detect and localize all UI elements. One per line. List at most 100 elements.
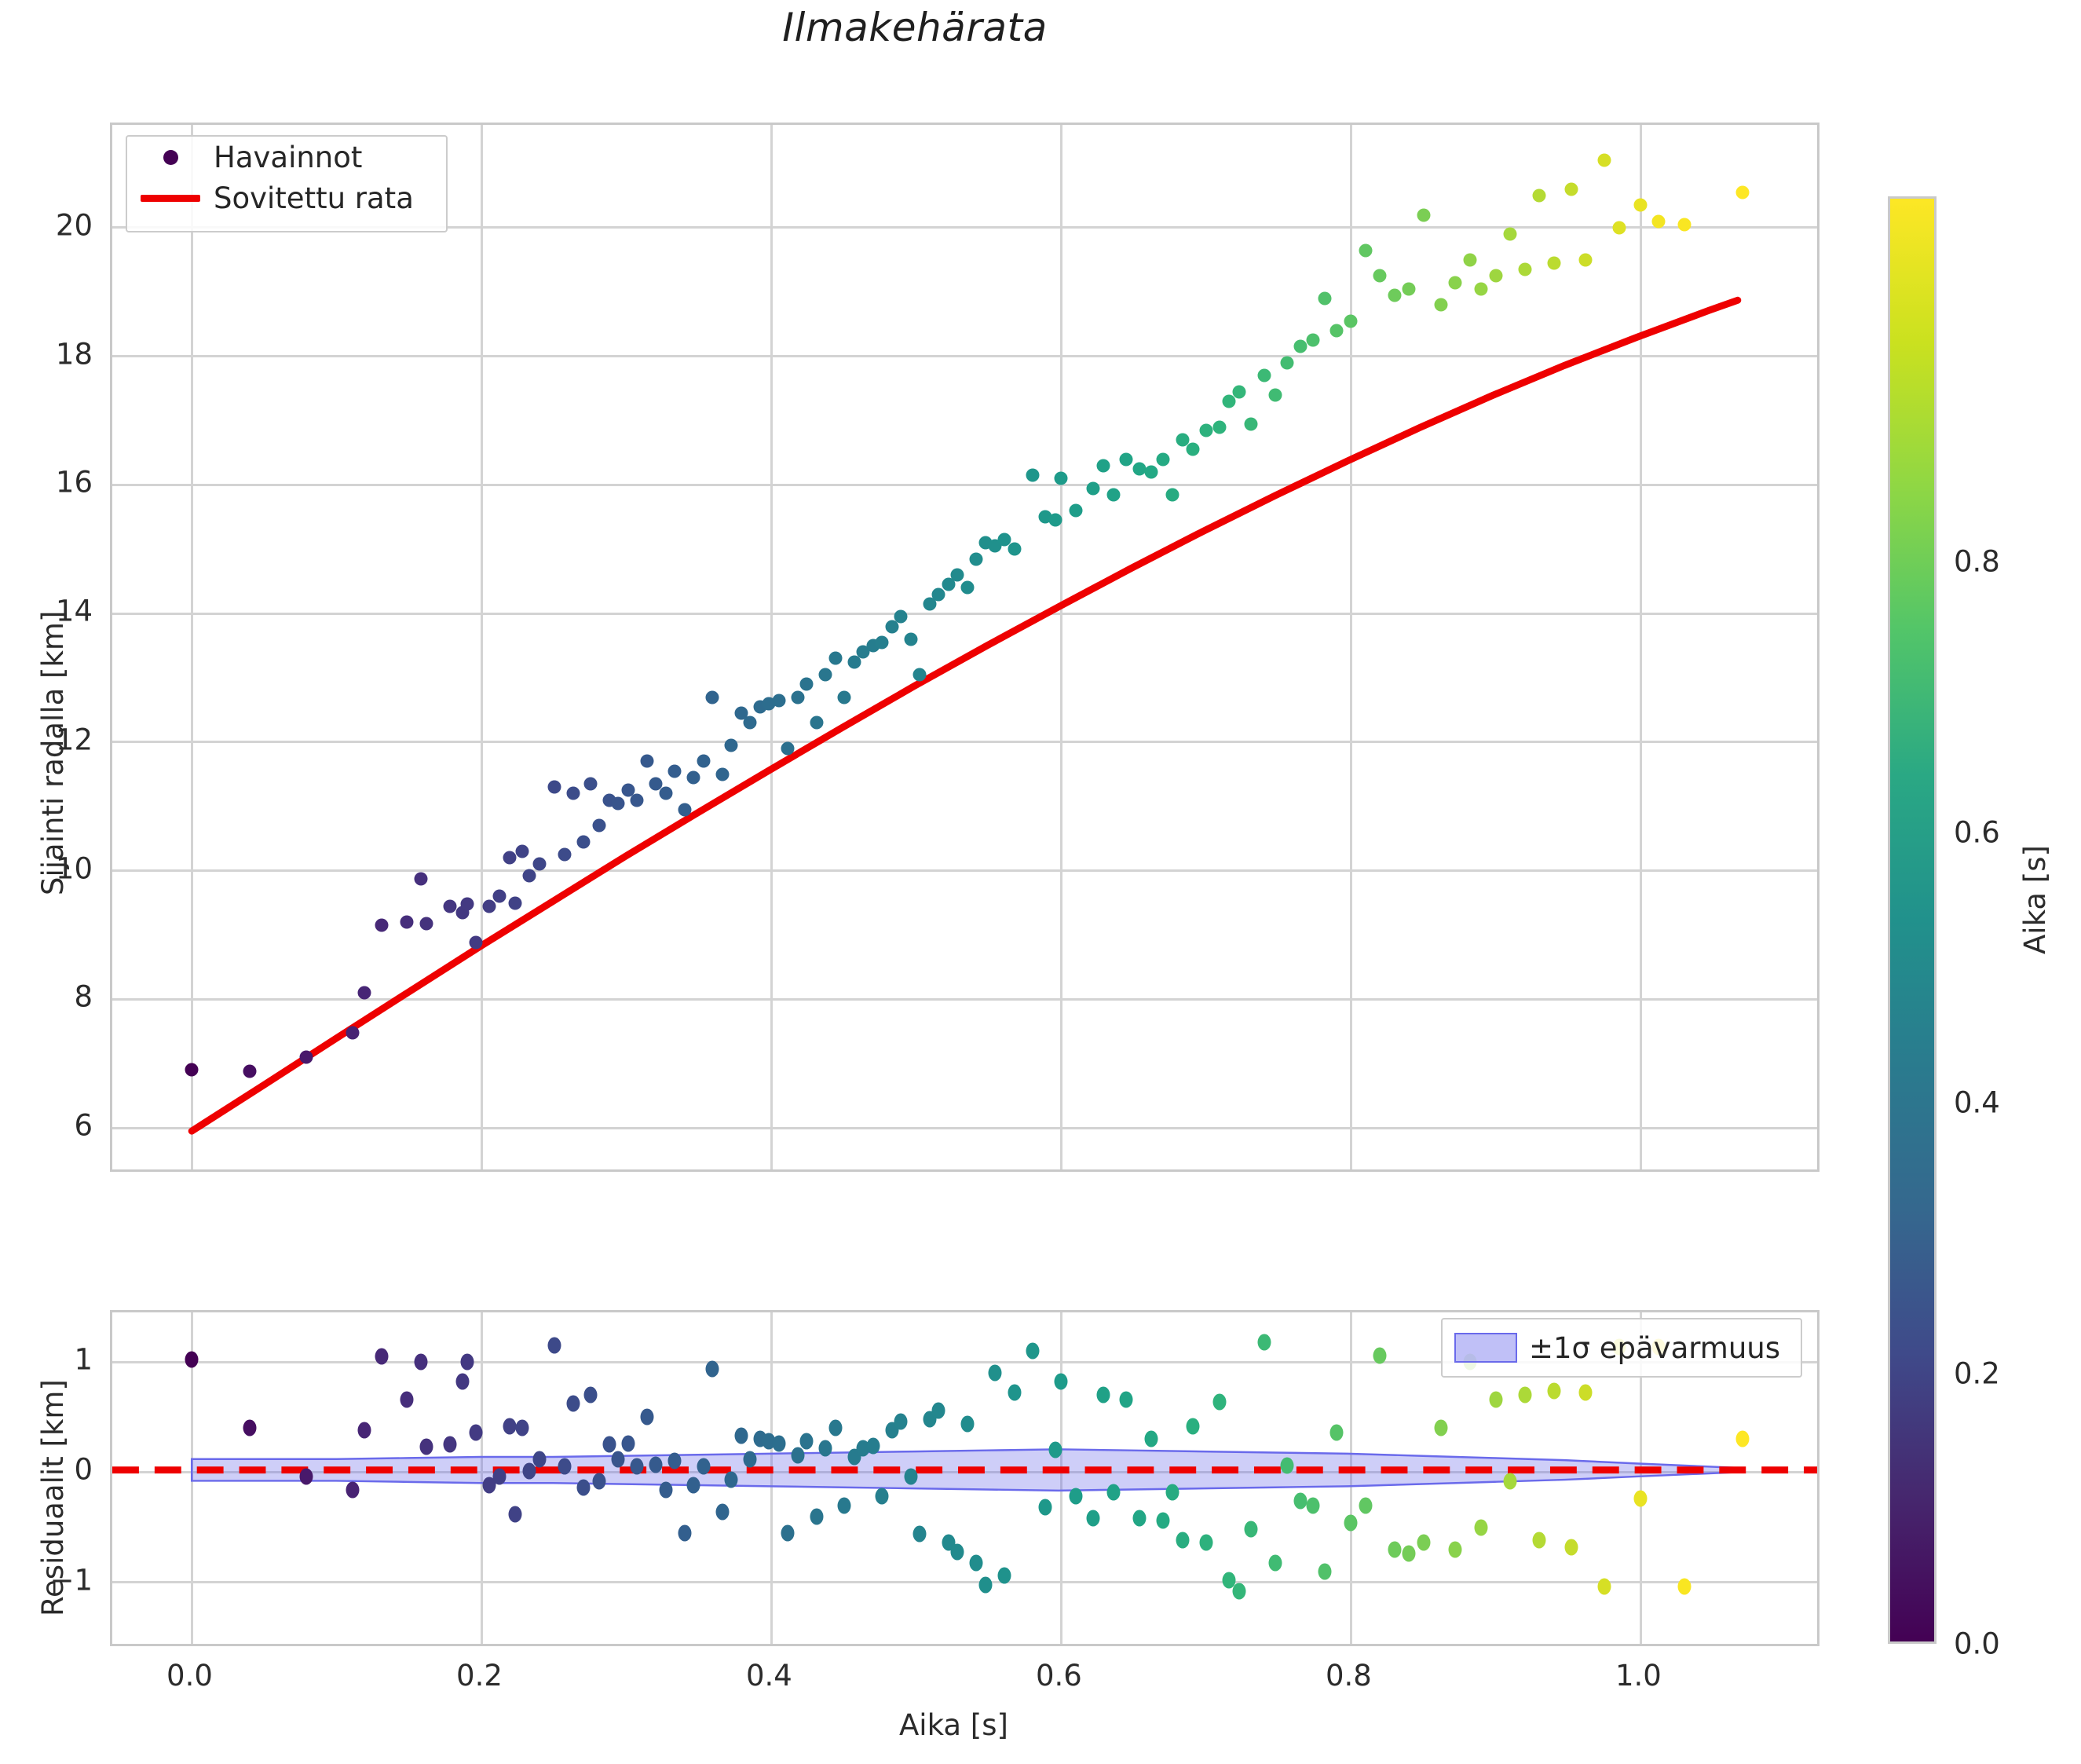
residual-point [1597, 1578, 1611, 1595]
colorbar [1888, 196, 1937, 1644]
scatter-point [1054, 471, 1068, 485]
residual-point [1359, 1497, 1373, 1514]
residual-point [837, 1497, 851, 1514]
grid-line-horizontal [112, 355, 1817, 358]
y-tick-label: 14 [55, 594, 93, 628]
scatter-point [715, 767, 730, 781]
residual-point [592, 1473, 606, 1490]
residual-point [649, 1456, 663, 1473]
residual-point [904, 1468, 918, 1485]
grid-line-vertical [1349, 125, 1352, 1169]
residual-point [988, 1364, 1002, 1382]
residual-point [1199, 1534, 1213, 1551]
scatter-point [1280, 356, 1294, 370]
scatter-point [1165, 488, 1179, 502]
scatter-point [1293, 339, 1307, 353]
residual-point [715, 1503, 730, 1521]
y-tick-label: 12 [55, 723, 93, 757]
residual-point [185, 1351, 199, 1368]
scatter-point [576, 835, 591, 849]
grid-line-horizontal [112, 612, 1817, 615]
scatter-point [1448, 276, 1462, 290]
legend-item-uncertainty: ±1σ epävarmuus [1443, 1319, 1801, 1376]
residual-point [621, 1435, 635, 1452]
scatter-point [1186, 442, 1200, 456]
residual-point [950, 1543, 964, 1560]
residual-point [1735, 1430, 1750, 1447]
residual-point [1054, 1373, 1068, 1390]
scatter-point [960, 580, 974, 595]
residual-overlay-layer [112, 1448, 1817, 1492]
grid-line-vertical [1639, 125, 1642, 1169]
scatter-point [837, 690, 851, 705]
scatter-point [375, 918, 389, 932]
scatter-point [547, 780, 561, 794]
residual-point [469, 1424, 483, 1441]
grid-line-vertical [1059, 125, 1062, 1169]
residual-point [1388, 1541, 1402, 1558]
grid-line-horizontal [112, 869, 1817, 873]
scatter-point [997, 532, 1011, 547]
scatter-point [1212, 420, 1226, 434]
y-tick-label: 10 [55, 851, 93, 886]
residual-point [1008, 1384, 1022, 1401]
residual-point [1038, 1499, 1052, 1516]
scatter-point [1222, 394, 1236, 408]
scatter-point [1532, 188, 1546, 203]
residual-point [1677, 1578, 1691, 1595]
residual-point [460, 1353, 474, 1371]
residual-point [1165, 1484, 1179, 1501]
scatter-point [611, 796, 625, 811]
scatter-point [346, 1026, 360, 1040]
x-tick-label: 0.6 [1035, 1659, 1082, 1693]
residual-point [678, 1524, 692, 1542]
y-tick-label: 0 [74, 1452, 93, 1487]
scatter-point [1597, 153, 1611, 167]
residual-point [762, 1433, 776, 1450]
scatter-point [640, 754, 654, 768]
band-patch-icon [1443, 1333, 1529, 1363]
residual-point [455, 1373, 470, 1390]
scatter-point [772, 694, 786, 708]
residual-point [705, 1360, 719, 1378]
scatter-point [1176, 433, 1190, 447]
scatter-point [1735, 185, 1750, 199]
residual-point [1474, 1519, 1488, 1536]
scatter-dot-icon [127, 149, 214, 165]
grid-line-horizontal [112, 226, 1817, 229]
scatter-point [469, 935, 483, 950]
scatter-point [705, 690, 719, 705]
residual-point [866, 1437, 880, 1455]
residual-point [799, 1433, 814, 1450]
residual-point [1186, 1418, 1200, 1435]
scatter-point [1359, 243, 1373, 258]
scatter-point [1069, 503, 1083, 518]
scatter-point [724, 738, 738, 752]
scatter-point [1651, 214, 1666, 229]
grid-line-vertical [770, 1312, 773, 1644]
scatter-point [414, 872, 428, 886]
residual-point [1564, 1539, 1578, 1556]
x-tick-label: 1.0 [1615, 1659, 1662, 1693]
residual-point [443, 1436, 457, 1453]
scatter-point [419, 917, 433, 931]
colorbar-tick-label: 0.6 [1954, 815, 2000, 850]
scatter-point [1677, 218, 1691, 232]
residual-point [1293, 1492, 1307, 1510]
scatter-point [592, 818, 606, 833]
scatter-point [1329, 324, 1344, 338]
residual-point [1489, 1391, 1503, 1408]
scatter-point [847, 655, 861, 669]
residual-point [828, 1419, 843, 1436]
residual-point [1257, 1334, 1271, 1351]
scatter-point [743, 715, 757, 730]
residual-point [667, 1452, 682, 1469]
scatter-point [894, 609, 908, 624]
residual-point [1518, 1386, 1532, 1404]
scatter-point [1048, 513, 1062, 527]
scatter-point [904, 632, 918, 646]
residual-point [299, 1468, 313, 1485]
residual-point [894, 1413, 908, 1430]
residual-point [1244, 1521, 1258, 1538]
